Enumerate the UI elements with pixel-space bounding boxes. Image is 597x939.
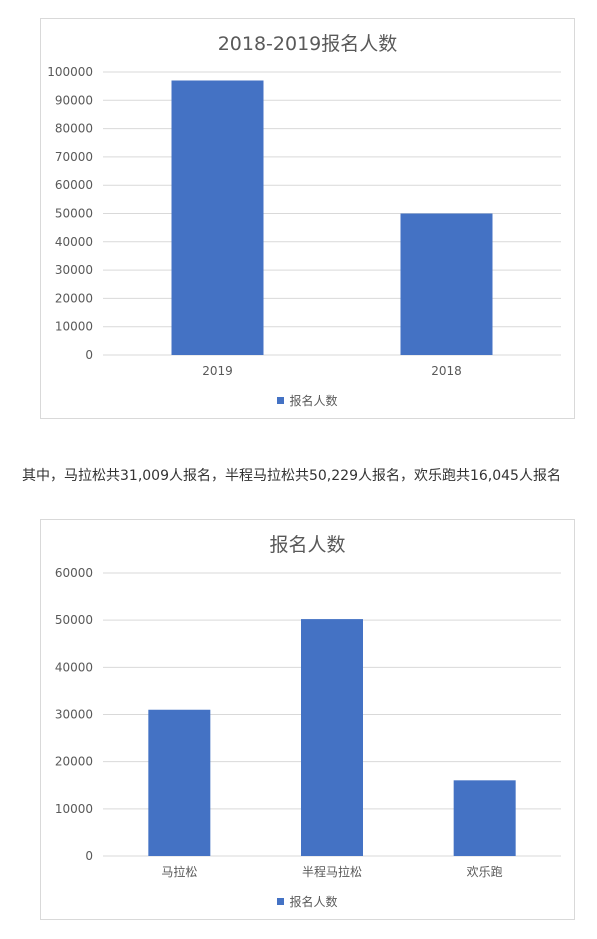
y-tick-label: 70000 bbox=[55, 150, 93, 164]
y-tick-label: 60000 bbox=[55, 178, 93, 192]
chart-plot-area: 0 10000 20000 30000 40000 50000 60000 马拉松 半程马拉松 欢… bbox=[55, 566, 561, 879]
y-tick-label: 50000 bbox=[55, 207, 93, 221]
bar-半程马拉松 bbox=[301, 619, 363, 856]
y-tick-label: 30000 bbox=[55, 708, 93, 722]
bar-马拉松 bbox=[148, 709, 211, 856]
y-tick-label: 0 bbox=[85, 348, 93, 362]
y-tick-label: 20000 bbox=[55, 755, 93, 769]
summary-paragraph: 其中，马拉松共31,009人报名，半程马拉松共50,229人报名，欢乐跑共16,… bbox=[22, 468, 561, 484]
y-tick-label: 40000 bbox=[55, 660, 93, 674]
legend-label: 报名人数 bbox=[289, 895, 338, 909]
y-tick-label: 10000 bbox=[55, 320, 93, 334]
bar-2019 bbox=[171, 80, 264, 356]
chart-2018-2019-registrations: 2018-2019报名人数 0 10000 20000 30000 40000 50000… bbox=[40, 18, 575, 419]
x-category-label: 马拉松 bbox=[161, 864, 197, 879]
chart-title: 2018-2019报名人数 bbox=[217, 33, 398, 55]
x-category-label: 半程马拉松 bbox=[302, 864, 362, 879]
legend-label: 报名人数 bbox=[289, 394, 338, 408]
y-tick-label: 100000 bbox=[47, 65, 93, 79]
x-category-label: 2019 bbox=[202, 364, 233, 378]
x-category-label: 欢乐跑 bbox=[467, 864, 503, 879]
bar-2018 bbox=[400, 213, 493, 355]
x-category-label: 2018 bbox=[431, 364, 462, 378]
chart-legend: 报名人数 bbox=[41, 893, 574, 910]
legend-swatch bbox=[277, 898, 285, 905]
chart-title: 报名人数 bbox=[269, 534, 346, 556]
y-tick-label: 30000 bbox=[55, 263, 93, 277]
y-tick-label: 50000 bbox=[55, 613, 93, 627]
y-tick-label: 60000 bbox=[55, 566, 93, 580]
bar-欢乐跑 bbox=[453, 780, 516, 856]
chart-registrations-by-race: 报名人数 0 10000 20000 30000 40000 50000 60000 马拉松 半… bbox=[40, 519, 575, 920]
chart-legend: 报名人数 bbox=[41, 392, 574, 409]
y-tick-label: 80000 bbox=[55, 122, 93, 136]
legend-swatch bbox=[277, 397, 285, 404]
y-tick-label: 20000 bbox=[55, 291, 93, 305]
y-tick-label: 0 bbox=[85, 849, 93, 863]
chart-plot-area: 0 10000 20000 30000 40000 50000 60000 70000 8000… bbox=[47, 65, 561, 378]
y-tick-label: 40000 bbox=[55, 235, 93, 249]
y-tick-label: 90000 bbox=[55, 93, 93, 107]
y-tick-label: 10000 bbox=[55, 802, 93, 816]
